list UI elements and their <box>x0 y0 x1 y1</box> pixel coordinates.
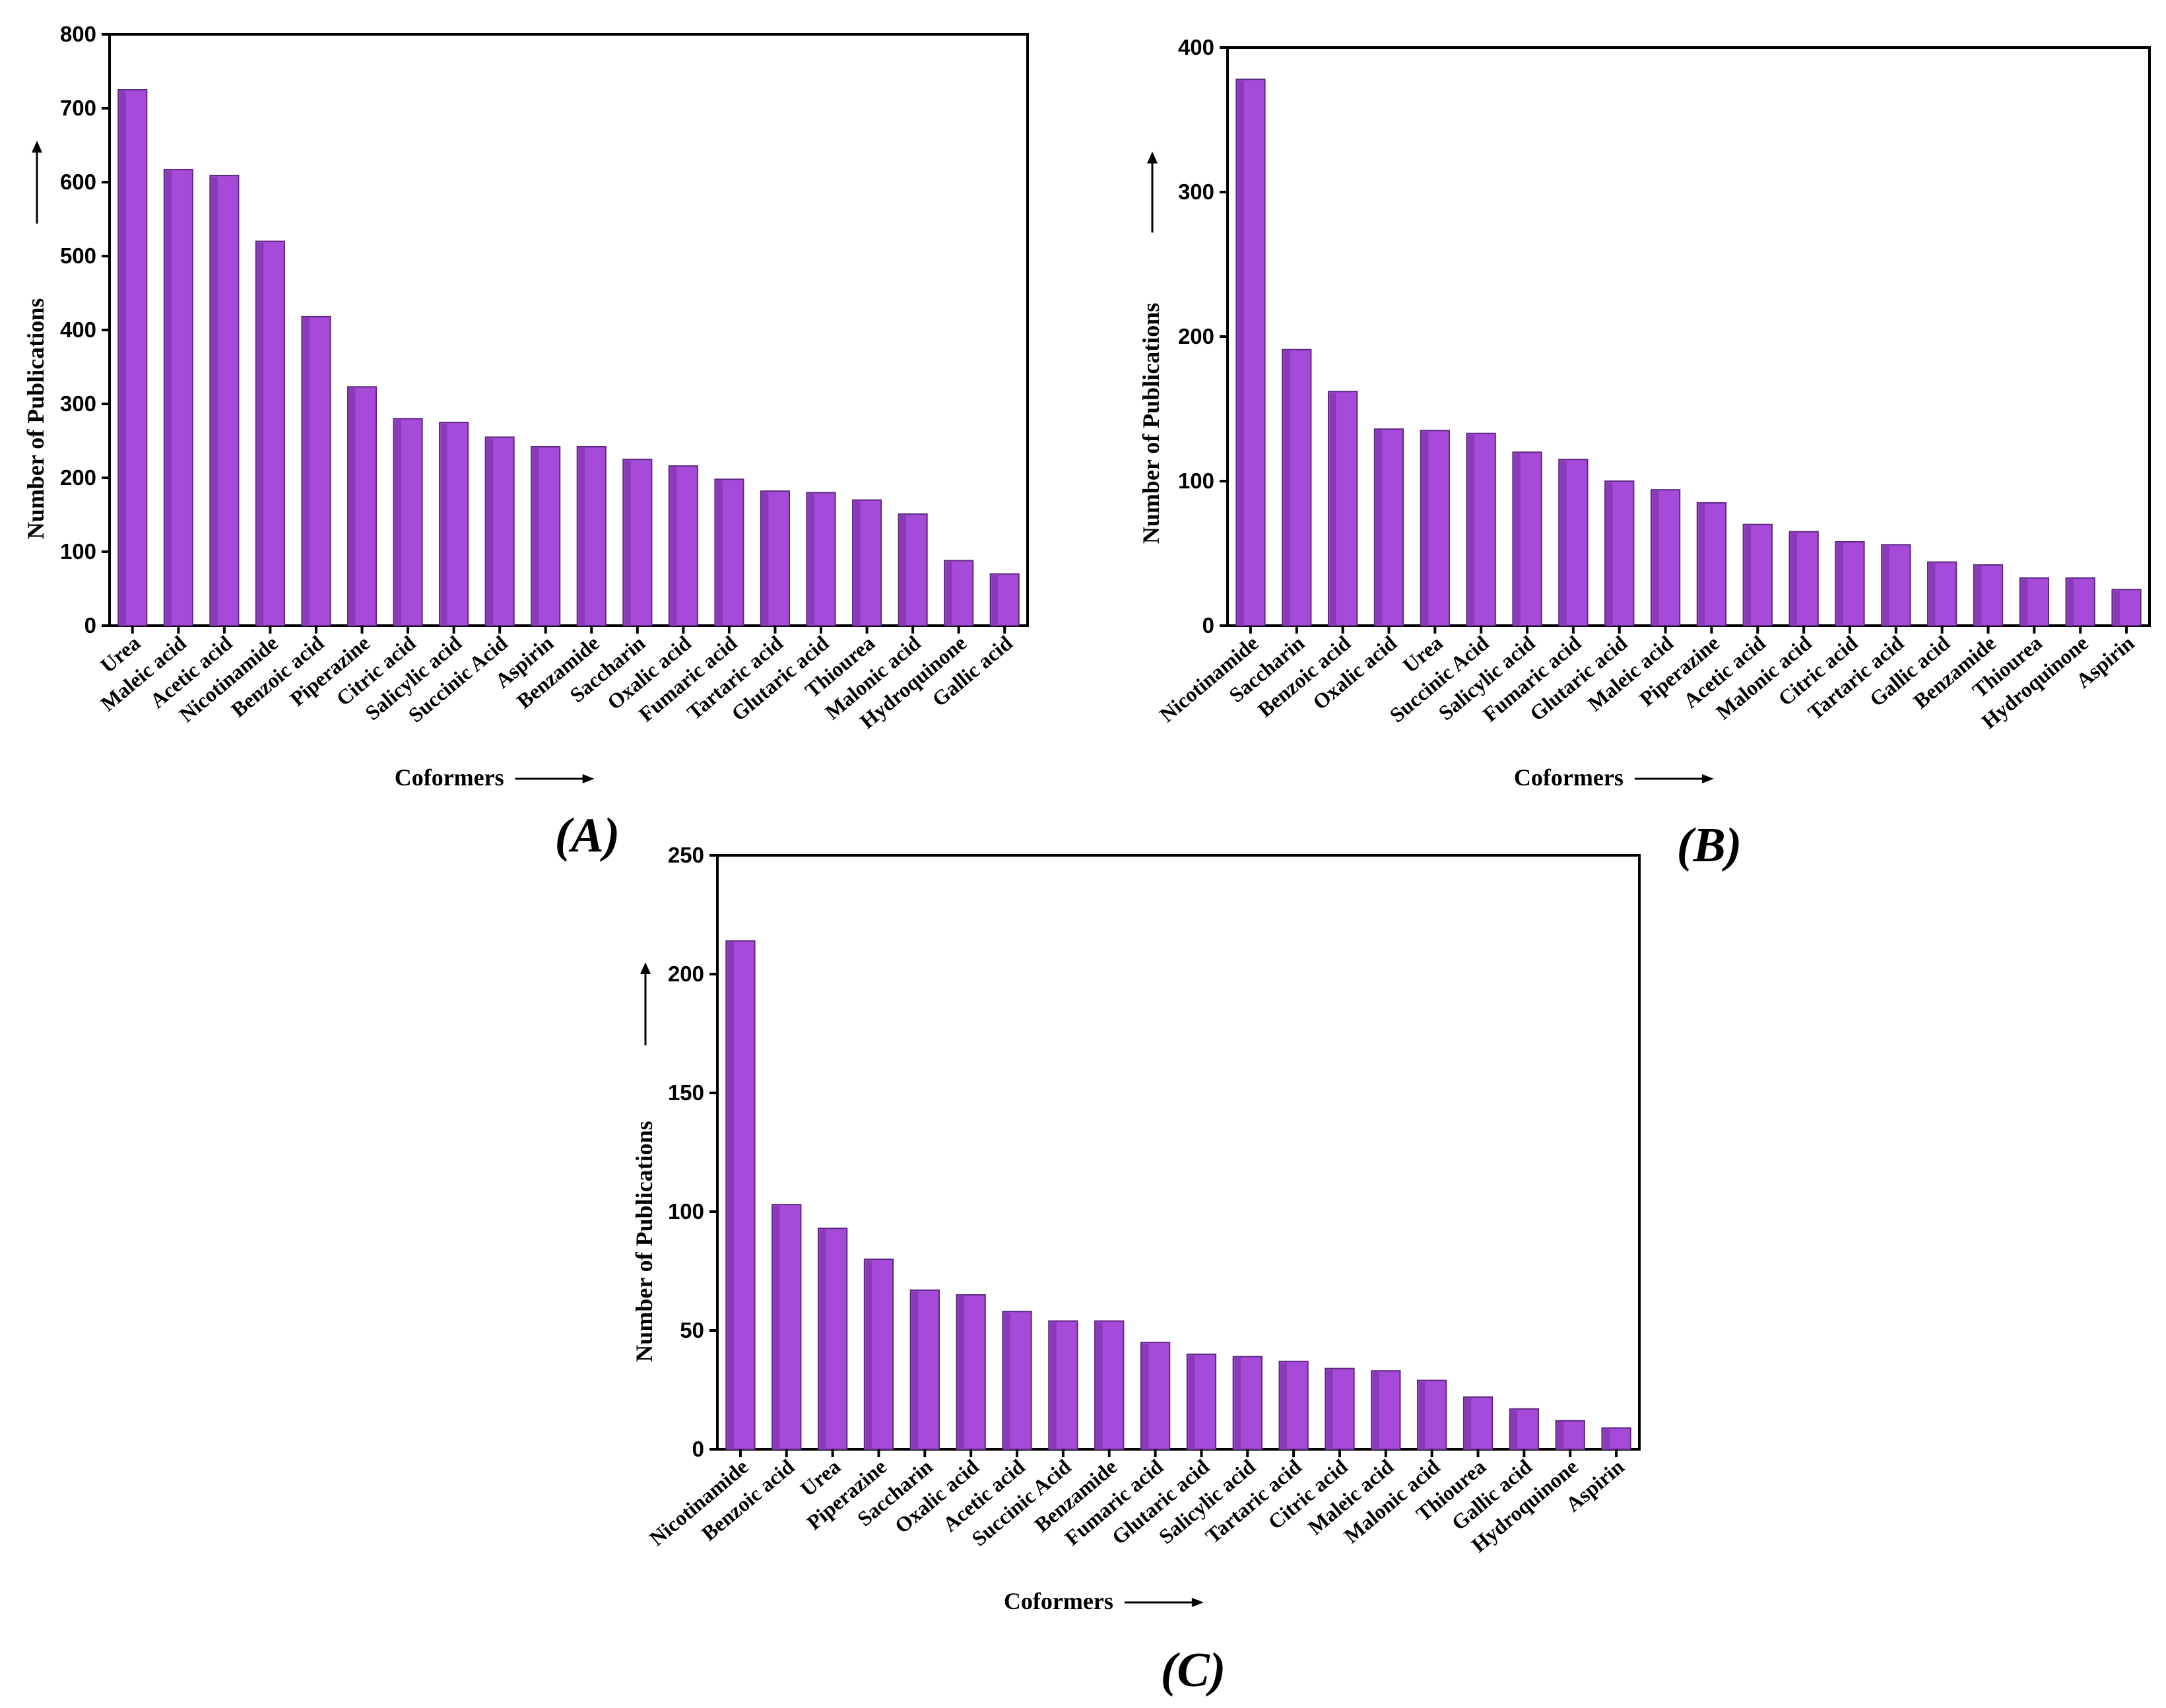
bar-shade <box>716 480 723 626</box>
panel-label: (B) <box>1677 818 1742 872</box>
y-tick-label: 400 <box>60 317 96 342</box>
x-axis-title: Coformers <box>1514 764 1624 791</box>
bar-shade <box>1096 1322 1103 1449</box>
bar-shade <box>533 447 539 626</box>
bar-shade <box>1327 1369 1333 1449</box>
bar-shade <box>1698 504 1705 626</box>
bar-shade <box>257 242 264 626</box>
bar-shade <box>165 170 172 626</box>
bar-shade <box>808 494 814 626</box>
bar-shade <box>2113 591 2120 626</box>
y-tick-label: 300 <box>60 391 96 416</box>
bar-shade <box>900 515 907 626</box>
bar-shade <box>2021 579 2028 626</box>
y-tick-label: 150 <box>668 1080 704 1105</box>
bar-shade <box>1975 566 1982 626</box>
bar-shade <box>1329 393 1336 626</box>
x-axis-title: Coformers <box>395 764 504 791</box>
y-axis-arrowhead <box>640 962 651 974</box>
y-tick-label: 0 <box>84 613 96 638</box>
bar-shade <box>1188 1356 1195 1449</box>
y-tick-label: 800 <box>60 22 96 46</box>
x-axis-arrowhead <box>1701 774 1714 783</box>
bar-shade <box>1004 1313 1010 1449</box>
y-axis-arrowhead <box>1147 151 1158 164</box>
bar-shade <box>1557 1422 1564 1449</box>
bar-shade <box>1468 434 1475 626</box>
bar-shade <box>1606 482 1613 626</box>
bar-shade <box>1284 350 1290 626</box>
y-tick-label: 100 <box>1178 469 1214 493</box>
bar-shade <box>486 438 494 626</box>
y-tick-label: 0 <box>1202 613 1214 638</box>
plot-frame <box>716 854 1641 1451</box>
bar-shade <box>1511 1410 1518 1449</box>
y-tick-label: 400 <box>1178 35 1214 59</box>
y-tick-label: 500 <box>60 244 96 268</box>
panel-label: (A) <box>555 808 620 863</box>
y-tick-label: 250 <box>668 843 704 867</box>
bar-shade <box>1237 81 1244 626</box>
bar-shade <box>854 501 861 626</box>
y-tick-label: 200 <box>668 962 704 986</box>
bar-shade <box>1419 1381 1426 1449</box>
bar-shade <box>578 447 585 626</box>
bar-shade <box>119 91 126 626</box>
bar-shade <box>1464 1398 1472 1449</box>
bar-shade <box>1652 491 1659 626</box>
bar-shade <box>395 420 402 626</box>
bar-shade <box>348 388 356 626</box>
y-tick-label: 600 <box>60 170 96 194</box>
bar-shade <box>865 1261 872 1449</box>
y-tick-label: 200 <box>60 465 96 490</box>
bar-shade <box>624 461 631 626</box>
bar-shade <box>946 562 952 626</box>
bar-shade <box>1929 563 1936 626</box>
bar-shade <box>1790 533 1797 626</box>
bar-shade <box>1234 1358 1241 1449</box>
x-axis-arrowhead <box>582 774 595 783</box>
bar-shade <box>1422 432 1429 626</box>
y-tick-label: 100 <box>60 539 96 564</box>
bar-shade <box>727 942 734 1449</box>
bar-shade <box>911 1291 919 1449</box>
bar-shade <box>1837 542 1843 626</box>
y-tick-label: 0 <box>692 1437 704 1461</box>
bar-shade <box>303 317 310 626</box>
bar-shade <box>2067 579 2074 626</box>
bar-shade <box>1142 1344 1149 1449</box>
bar-shade <box>1280 1362 1287 1449</box>
bar-shade <box>1744 525 1752 626</box>
bar-shade <box>1050 1322 1057 1449</box>
y-tick-label: 100 <box>668 1199 704 1224</box>
y-tick-label: 200 <box>1178 324 1214 348</box>
bar-shade <box>1514 453 1521 626</box>
y-tick-label: 300 <box>1178 180 1214 204</box>
bar-shade <box>441 424 447 626</box>
bar-shade <box>1883 546 1889 626</box>
bar-shade <box>1603 1429 1610 1449</box>
x-axis-title: Coformers <box>1004 1588 1113 1614</box>
bar-shade <box>819 1230 826 1449</box>
bar-shade <box>762 492 769 626</box>
y-axis-title: Number of Publications <box>1138 303 1164 544</box>
bar-shade <box>991 575 999 626</box>
bar-shade <box>773 1206 780 1449</box>
y-axis-title: Number of Publications <box>22 298 49 539</box>
y-axis-arrowhead <box>32 141 42 153</box>
bar-shade <box>211 176 218 626</box>
x-axis-arrowhead <box>1191 1598 1204 1607</box>
bar-shade <box>1375 430 1383 626</box>
panel-label: (C) <box>1161 1643 1226 1697</box>
bar-shade <box>958 1296 965 1449</box>
bar-shade <box>1560 461 1567 626</box>
bar-shade <box>1373 1372 1379 1449</box>
y-tick-label: 50 <box>680 1318 704 1342</box>
bar-shade <box>670 467 677 626</box>
y-axis-title: Number of Publications <box>631 1121 657 1362</box>
y-tick-label: 700 <box>60 96 96 120</box>
